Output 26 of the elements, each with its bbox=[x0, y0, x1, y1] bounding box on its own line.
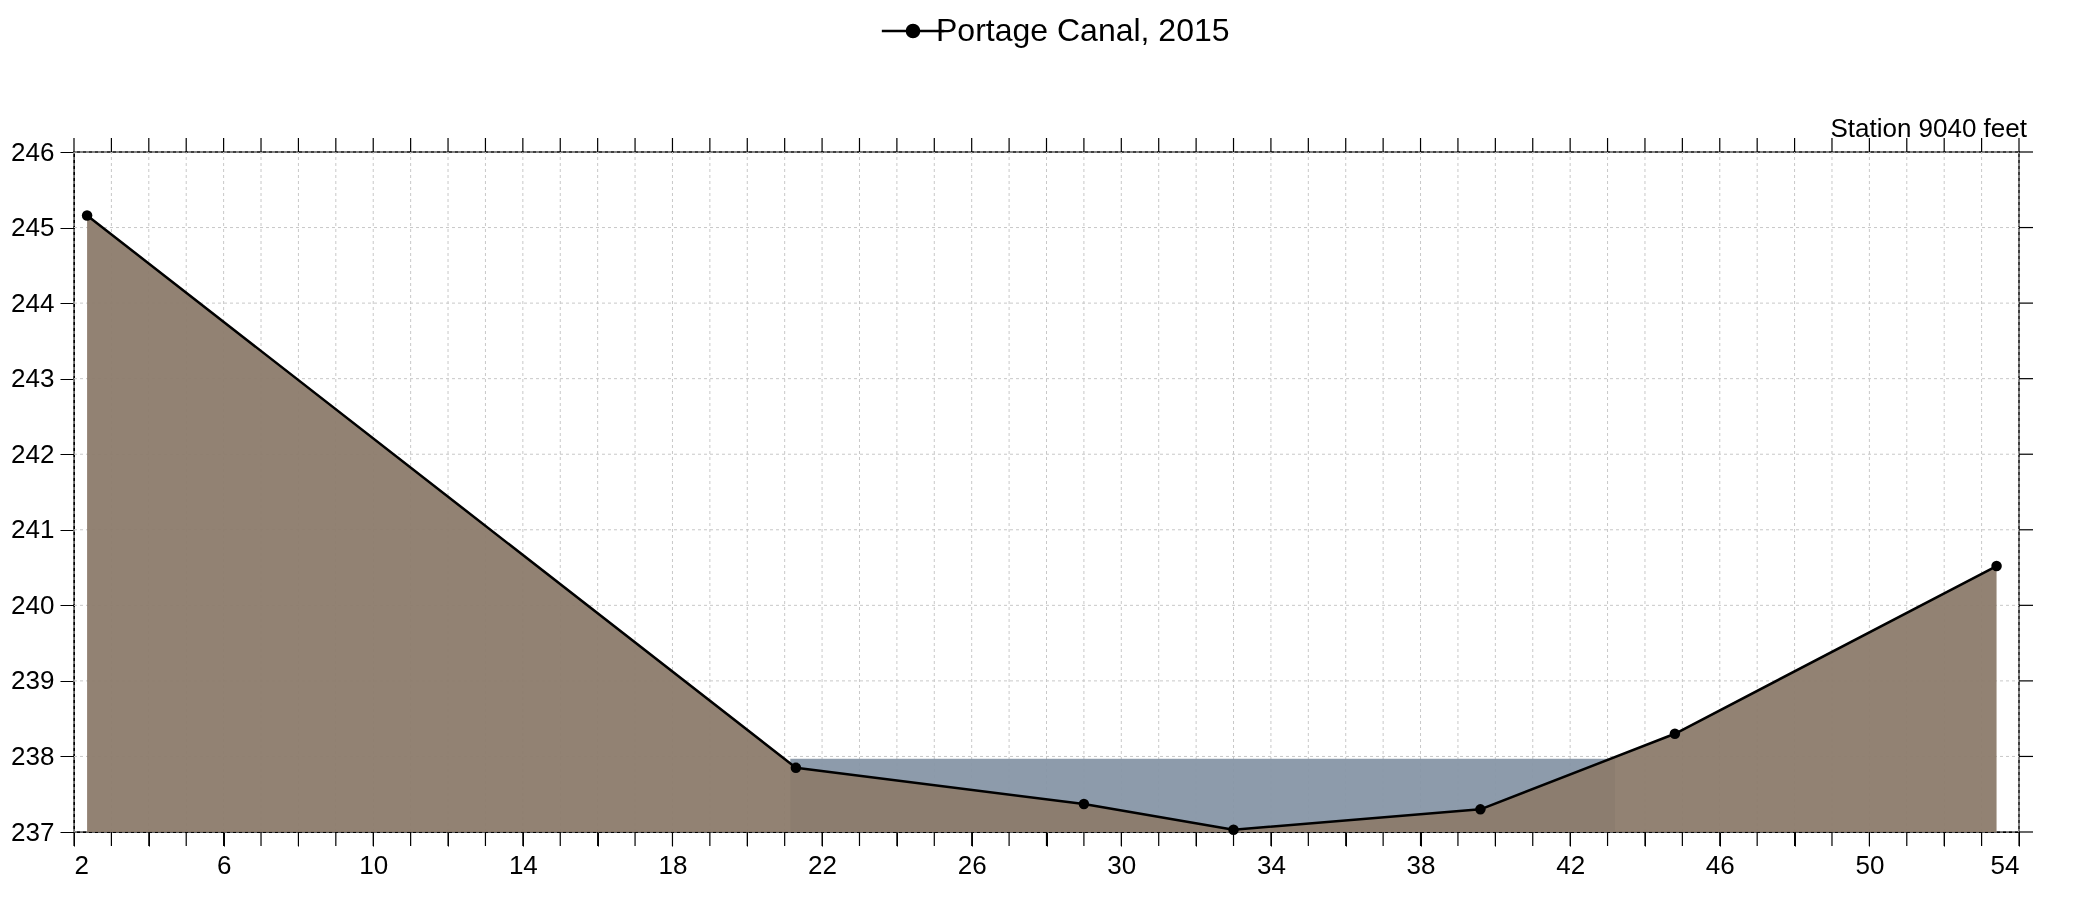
x-tick-label: 10 bbox=[359, 849, 389, 880]
x-tick-label: 30 bbox=[1107, 849, 1137, 880]
y-tick-label: 238 bbox=[11, 740, 55, 771]
y-tick-label: 245 bbox=[11, 212, 55, 243]
x-tick-label: 6 bbox=[216, 849, 232, 880]
y-tick-label: 243 bbox=[11, 363, 55, 394]
text: Station 9040 feet bbox=[1830, 113, 2028, 143]
y-tick-label: 240 bbox=[11, 589, 55, 620]
x-tick-label: 54 bbox=[1990, 849, 2020, 880]
x-tick-label: 38 bbox=[1406, 849, 1436, 880]
y-tick-label: 246 bbox=[11, 136, 55, 167]
x-tick-label: 2 bbox=[74, 849, 89, 880]
y-tick-label: 244 bbox=[11, 287, 55, 318]
y-tick-label: 239 bbox=[11, 665, 55, 696]
x-tick-label: 42 bbox=[1556, 849, 1586, 880]
y-tick-label: 241 bbox=[11, 514, 55, 545]
x-tick-label: 50 bbox=[1855, 849, 1885, 880]
y-tick-label: 237 bbox=[11, 816, 55, 847]
x-tick-label: 14 bbox=[508, 849, 538, 880]
legend-label: Portage Canal, 2015 bbox=[936, 12, 1230, 48]
x-tick-label: 34 bbox=[1256, 849, 1286, 880]
y-tick-label: 242 bbox=[11, 438, 55, 469]
x-tick-label: 22 bbox=[808, 849, 838, 880]
x-tick-label: 18 bbox=[658, 849, 688, 880]
x-tick-label: 46 bbox=[1705, 849, 1735, 880]
x-tick-label: 26 bbox=[957, 849, 987, 880]
